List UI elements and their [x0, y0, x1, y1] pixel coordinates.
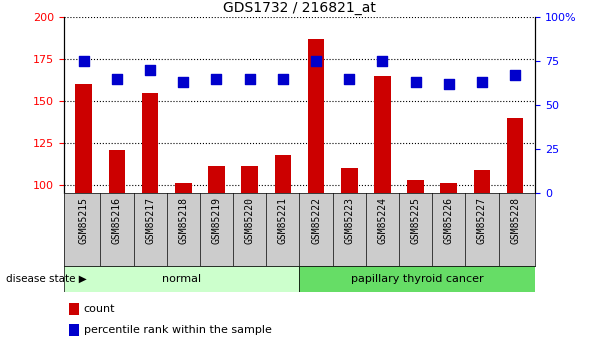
Bar [440, 183, 457, 193]
Text: normal: normal [162, 274, 201, 284]
Bar [69, 324, 79, 336]
Text: papillary thyroid cancer: papillary thyroid cancer [351, 274, 483, 284]
Point [145, 67, 155, 73]
Text: GSM85222: GSM85222 [311, 197, 321, 244]
Bar [507, 118, 523, 193]
Point [378, 58, 387, 64]
Text: GSM85221: GSM85221 [278, 197, 288, 244]
Bar [109, 150, 125, 193]
Bar [142, 93, 159, 193]
Text: GSM85223: GSM85223 [344, 197, 354, 244]
Text: count: count [84, 304, 115, 314]
Bar [299, 266, 535, 292]
Text: GSM85227: GSM85227 [477, 197, 487, 244]
Bar [241, 166, 258, 193]
Text: GSM85225: GSM85225 [410, 197, 421, 244]
Point [477, 80, 487, 85]
Title: GDS1732 / 216821_at: GDS1732 / 216821_at [223, 1, 376, 15]
Text: GSM85216: GSM85216 [112, 197, 122, 244]
Bar [407, 180, 424, 193]
Text: GSM85215: GSM85215 [79, 197, 89, 244]
Bar [275, 155, 291, 193]
Bar [374, 76, 391, 193]
Text: GSM85228: GSM85228 [510, 197, 520, 244]
Bar [75, 84, 92, 193]
Text: GSM85226: GSM85226 [444, 197, 454, 244]
Text: GSM85224: GSM85224 [378, 197, 387, 244]
Point [212, 76, 221, 81]
Point [112, 76, 122, 81]
Point [510, 72, 520, 78]
Bar [69, 303, 79, 315]
Bar [308, 39, 324, 193]
Point [278, 76, 288, 81]
Bar [341, 168, 358, 193]
Point [444, 81, 454, 87]
Bar [175, 183, 192, 193]
Text: disease state ▶: disease state ▶ [6, 274, 87, 284]
Bar [208, 166, 225, 193]
Point [79, 58, 89, 64]
Point [245, 76, 255, 81]
Text: GSM85219: GSM85219 [212, 197, 221, 244]
Point [311, 58, 321, 64]
Point [344, 76, 354, 81]
Text: GSM85218: GSM85218 [178, 197, 188, 244]
Text: percentile rank within the sample: percentile rank within the sample [84, 325, 272, 335]
Point [178, 80, 188, 85]
Text: GSM85220: GSM85220 [244, 197, 255, 244]
Text: GSM85217: GSM85217 [145, 197, 155, 244]
Bar [64, 266, 299, 292]
Bar [474, 170, 490, 193]
Point [411, 80, 421, 85]
